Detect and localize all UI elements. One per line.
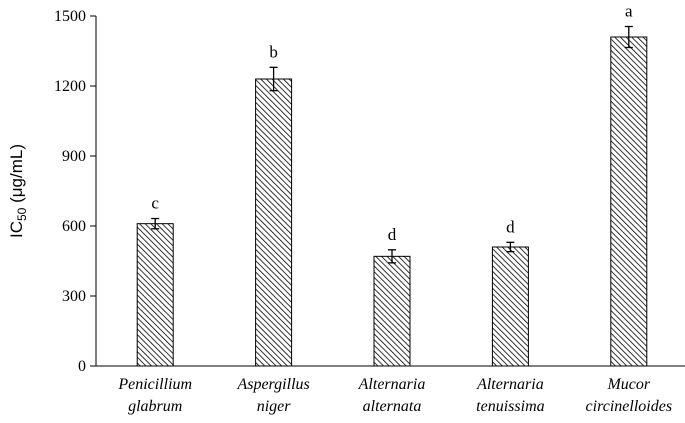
significance-letter: c xyxy=(151,194,159,213)
x-tick-label: circinelloides xyxy=(586,398,673,415)
error-bar xyxy=(506,241,515,253)
x-tick-label: tenuissima xyxy=(476,398,544,415)
x-tick-label: Mucor xyxy=(606,376,650,393)
y-tick-label: 600 xyxy=(62,218,86,235)
x-tick-label: Alternaria xyxy=(358,376,426,393)
y-tick-label: 1500 xyxy=(54,8,86,25)
x-tick-label: Alternaria xyxy=(476,376,544,393)
y-tick-label: 900 xyxy=(62,148,86,165)
significance-letter: d xyxy=(388,225,397,244)
bar xyxy=(373,255,411,367)
x-tick-label: Aspergillus xyxy=(236,376,309,393)
significance-letter: a xyxy=(625,2,633,21)
error-bar xyxy=(269,66,278,92)
category-labels: Penicillium glabrum Aspergillus niger Altern… xyxy=(117,376,672,415)
y-tick-label: 0 xyxy=(78,358,86,375)
x-tick-label: alternata xyxy=(363,398,422,415)
x-tick-label: glabrum xyxy=(128,398,182,415)
y-tick-label: 300 xyxy=(62,288,86,305)
error-bar xyxy=(151,217,160,230)
error-bar xyxy=(388,249,396,264)
bars xyxy=(136,36,648,367)
bar xyxy=(255,78,293,367)
y-tick-label: 1200 xyxy=(54,78,86,95)
y-axis-title: IC50 (μg/mL) xyxy=(7,144,29,238)
x-tick-label: Penicillium xyxy=(117,376,192,393)
error-bars xyxy=(151,25,633,264)
y-axis-ticks: 0 300 600 900 1200 1500 xyxy=(54,8,96,375)
bar xyxy=(136,223,174,367)
bar xyxy=(610,36,648,367)
bar xyxy=(491,246,529,367)
significance-letter: b xyxy=(269,42,278,61)
significance-letter: d xyxy=(506,217,515,236)
x-tick-label: niger xyxy=(257,398,292,415)
significance-letters: c b d d a xyxy=(151,2,633,244)
error-bar xyxy=(624,25,633,49)
